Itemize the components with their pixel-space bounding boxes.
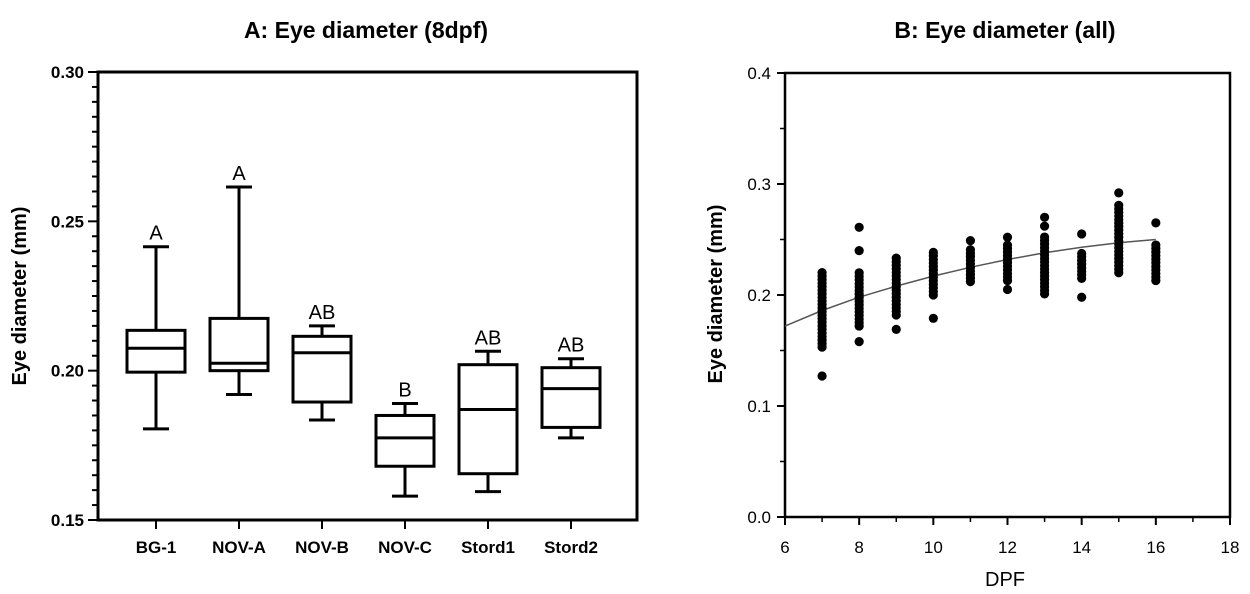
panel-a-x-tick-label: Stord2 — [544, 538, 598, 557]
panel-b-axes — [783, 71, 1232, 519]
panel-b-x-tick-label: 8 — [854, 538, 863, 557]
panel-b-x-tick-label: 18 — [1221, 538, 1240, 557]
panel-a-x-tick-label: NOV-C — [378, 538, 432, 557]
data-point — [1039, 221, 1050, 231]
data-point — [1002, 232, 1013, 242]
data-point — [928, 313, 938, 323]
data-point — [1039, 212, 1050, 222]
panel-b-y-axis-label: Eye diameter (mm) — [705, 205, 727, 384]
points-dpf-15 — [1114, 188, 1124, 278]
box-group-letter: AB — [309, 302, 336, 324]
panel-a-y-ticks: 0.15 0.20 0.25 0.30 — [51, 63, 98, 530]
box-iqr — [125, 328, 187, 374]
box-iqr — [457, 363, 519, 476]
points-dpf-11 — [965, 236, 976, 287]
data-point — [854, 222, 864, 232]
panel-a-y-tick-label: 0.30 — [51, 63, 84, 82]
panel-b-y-tick-label: 0.0 — [747, 508, 771, 527]
panel-b-x-tick-label: 12 — [998, 538, 1017, 557]
data-point — [1039, 232, 1050, 242]
box-stord1: AB — [457, 327, 519, 494]
data-point — [1077, 248, 1087, 259]
panel-a-x-tick-label: Stord1 — [461, 538, 515, 557]
box-iqr — [540, 366, 602, 429]
points-dpf-13 — [1039, 212, 1050, 299]
data-point — [965, 245, 976, 255]
panel-a-axes — [96, 70, 639, 522]
data-point — [854, 337, 864, 347]
box-iqr — [291, 334, 353, 404]
panel-b-points — [817, 188, 1161, 381]
box-iqr — [374, 413, 436, 468]
panel-a-plot-frame — [96, 70, 639, 522]
points-dpf-14 — [1077, 229, 1087, 302]
points-dpf-8 — [854, 222, 864, 347]
panel-b-x-tick-label: 16 — [1146, 538, 1165, 557]
box-bg-1: A — [125, 223, 187, 431]
panel-b-title: B: Eye diameter (all) — [894, 17, 1115, 43]
panel-a-x-tick-label: BG-1 — [136, 538, 177, 557]
data-point — [965, 236, 976, 246]
data-point — [817, 267, 827, 278]
points-dpf-9 — [891, 253, 901, 335]
panel-a-x-tick-label: NOV-A — [212, 538, 266, 557]
box-nov-b: AB — [291, 302, 353, 422]
box-group-letter: B — [398, 380, 411, 402]
data-point — [1002, 284, 1013, 295]
data-point — [891, 324, 901, 335]
data-point — [854, 268, 864, 278]
data-point — [817, 371, 827, 381]
box-nov-c: B — [374, 380, 436, 498]
box-group-letter: AB — [475, 327, 502, 349]
box-group-letter: A — [232, 163, 246, 185]
box-nov-a: A — [208, 163, 270, 397]
panel-a-y-tick-label: 0.15 — [51, 511, 84, 530]
panel-b-x-tick-label: 6 — [780, 538, 789, 557]
data-point — [1114, 188, 1124, 198]
points-dpf-10 — [928, 247, 938, 323]
data-point — [891, 253, 901, 263]
panel-a-x-ticks: BG-1 NOV-A NOV-B NOV-C Stord1 Stord2 — [136, 520, 598, 557]
box-group-letter: A — [149, 223, 163, 245]
data-point — [1151, 240, 1161, 250]
panel-b-x-tick-label: 10 — [924, 538, 943, 557]
panel-b-x-tick-label: 14 — [1072, 538, 1091, 557]
points-dpf-16 — [1151, 218, 1161, 286]
panel-b-ticks: 0.0 0.1 0.2 0.3 0.4 6 8 10 12 14 16 18 — [747, 64, 1239, 557]
panel-a-title: A: Eye diameter (8dpf) — [244, 17, 488, 43]
panel-a-y-axis-label: Eye diameter (mm) — [9, 207, 31, 386]
panel-b: B: Eye diameter (all) Eye diameter (mm) … — [705, 17, 1239, 591]
data-point — [854, 246, 864, 256]
panel-b-y-tick-label: 0.1 — [747, 397, 771, 416]
panel-a: A: Eye diameter (8dpf) Eye diameter (mm)… — [9, 17, 639, 557]
panel-b-y-tick-label: 0.3 — [747, 175, 771, 194]
box-stord2: AB — [540, 335, 602, 440]
data-point — [1151, 218, 1161, 228]
data-point — [1002, 240, 1013, 250]
panel-a-y-tick-label: 0.25 — [51, 212, 84, 231]
panel-b-x-axis-label: DPF — [985, 569, 1025, 591]
panel-a-y-tick-label: 0.20 — [51, 362, 84, 381]
box-group-letter: AB — [558, 335, 585, 357]
panel-b-y-tick-label: 0.4 — [747, 64, 771, 83]
data-point — [928, 247, 938, 257]
panel-b-plot-frame — [783, 71, 1232, 519]
points-dpf-12 — [1002, 232, 1013, 295]
data-point — [1077, 229, 1087, 239]
data-point — [1114, 200, 1124, 210]
data-point — [1077, 292, 1087, 302]
panel-a-x-tick-label: NOV-B — [295, 538, 349, 557]
panel-a-boxes: A A AB B AB AB — [125, 163, 602, 498]
points-dpf-7 — [817, 267, 827, 381]
panel-b-y-tick-label: 0.2 — [747, 286, 771, 305]
